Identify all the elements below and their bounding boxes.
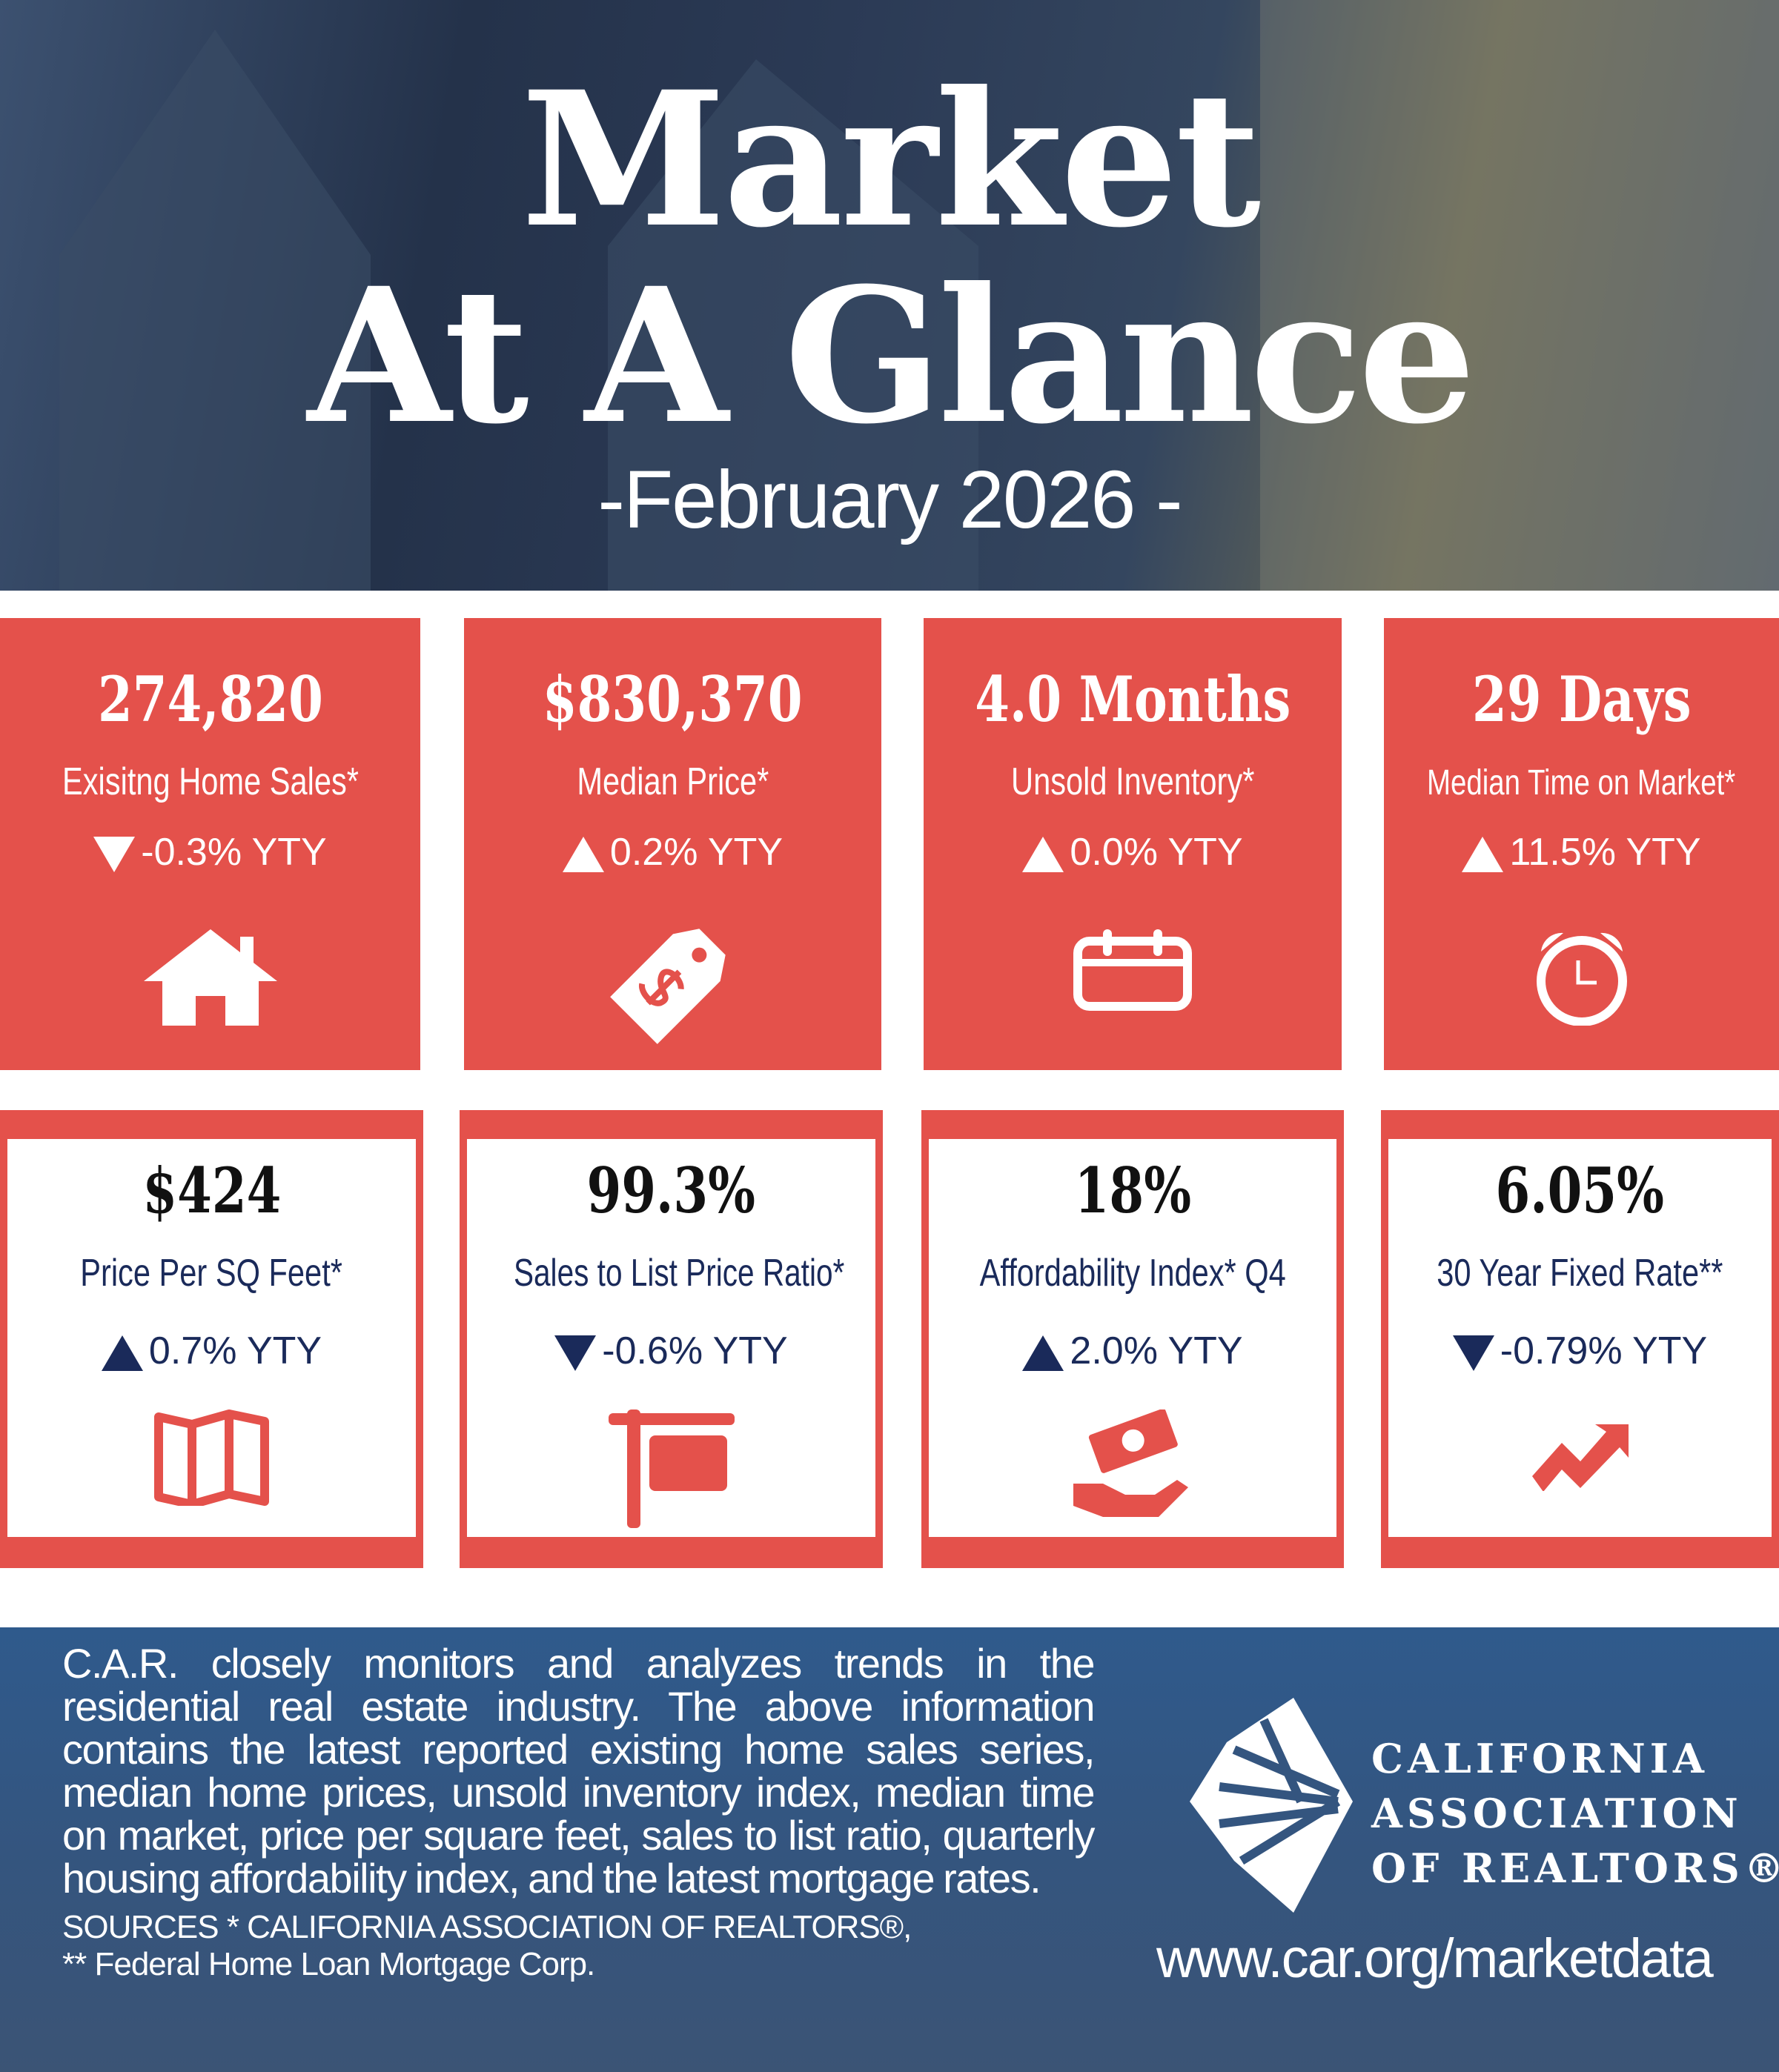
change-text: -0.6% YTY: [602, 1329, 788, 1372]
footer-text-column: C.A.R. closely monitors and analyzes tre…: [62, 1640, 1096, 1983]
stat-value: $424: [142, 1154, 282, 1227]
stat-card-price-per-sqft: $424 Price Per SQ Feet* 0.7% YTY: [0, 1110, 423, 1568]
org-line-2: ASSOCIATION: [1371, 1790, 1743, 1837]
calendar-icon: [1073, 929, 1192, 1011]
sources-line-1: SOURCES * CALIFORNIA ASSOCIATION OF REAL…: [62, 1909, 912, 1945]
report-date: -February 2026 -: [597, 454, 1182, 545]
stat-change: 11.5% YTY: [1384, 829, 1779, 875]
title-market: Market: [520, 50, 1261, 268]
stat-card-fixed-rate: 6.05% 30 Year Fixed Rate** -0.79% YTY: [1381, 1110, 1779, 1568]
stat-value: 4.0 Months: [974, 663, 1291, 736]
down-arrow-icon: [554, 1335, 597, 1372]
change-text: 0.7% YTY: [148, 1329, 322, 1372]
map-icon: [153, 1409, 269, 1506]
change-text: 2.0% YTY: [1070, 1329, 1243, 1372]
change-text: 0.2% YTY: [609, 831, 784, 874]
stat-change: 2.0% YTY: [929, 1328, 1336, 1374]
stat-card-home-sales: 274,820 Exisitng Home Sales* -0.3% YTY: [0, 618, 420, 1070]
stat-label: Unsold Inventory*: [1010, 760, 1255, 803]
up-arrow-icon: [1022, 1335, 1064, 1372]
stat-label: Sales to List Price Ratio*: [513, 1252, 845, 1295]
footer: C.A.R. closely monitors and analyzes tre…: [0, 1627, 1779, 2072]
stat-card-median-price: $830,370 Median Price* 0.2% YTY: [464, 618, 881, 1070]
stat-value: 6.05%: [1495, 1154, 1665, 1227]
stat-label: Median Price*: [577, 760, 769, 803]
market-data-link[interactable]: www.car.org/marketdata: [1156, 1927, 1714, 1989]
stat-value: $830,370: [543, 663, 803, 736]
stat-label: Price Per SQ Feet*: [80, 1252, 343, 1295]
up-arrow-icon: [101, 1335, 143, 1372]
sign-post-icon: [608, 1409, 735, 1528]
stat-card-unsold-inventory: 4.0 Months Unsold Inventory* 0.0% YTY: [924, 618, 1342, 1070]
stat-card-affordability: 18% Affordability Index* Q4 2.0% YTY: [921, 1110, 1344, 1568]
stat-change: -0.79% YTY: [1388, 1328, 1772, 1374]
stat-label: Median Time on Market*: [1427, 763, 1736, 803]
stat-card-sales-to-list: 99.3% Sales to List Price Ratio* -0.6% Y…: [460, 1110, 883, 1568]
sources: SOURCES * CALIFORNIA ASSOCIATION OF REAL…: [62, 1909, 1094, 1983]
change-text: -0.3% YTY: [141, 831, 327, 874]
stat-label: 30 Year Fixed Rate**: [1437, 1252, 1723, 1295]
change-text: -0.79% YTY: [1500, 1329, 1708, 1372]
down-arrow-icon: [1452, 1335, 1494, 1372]
stat-value: 29 Days: [1471, 663, 1692, 736]
trend-arrow-icon: [1531, 1424, 1629, 1491]
change-text: 0.0% YTY: [1070, 831, 1243, 874]
background-tree: [1260, 0, 1779, 591]
up-arrow-icon: [1462, 837, 1504, 873]
stat-change: 0.0% YTY: [924, 829, 1342, 875]
change-text: 11.5% YTY: [1509, 831, 1701, 874]
stat-label: Exisitng Home Sales*: [62, 760, 359, 803]
stat-change: -0.3% YTY: [0, 829, 420, 875]
down-arrow-icon: [93, 837, 136, 873]
house-icon: [143, 929, 277, 1026]
stat-value: 274,820: [97, 663, 323, 736]
org-line-1: CALIFORNIA: [1371, 1735, 1709, 1782]
stat-change: -0.6% YTY: [467, 1328, 875, 1374]
org-name: CALIFORNIA ASSOCIATION OF REALTORS®: [1371, 1731, 1779, 1896]
footer-description: C.A.R. closely monitors and analyzes tre…: [62, 1640, 1096, 1902]
stat-change: 0.7% YTY: [7, 1328, 416, 1374]
up-arrow-icon: [562, 837, 604, 873]
alarm-clock-icon: [1536, 932, 1627, 1026]
car-logo-icon: [1190, 1698, 1353, 1913]
org-line-3: OF REALTORS®: [1371, 1844, 1779, 1892]
stat-label: Affordability Index* Q4: [979, 1252, 1286, 1295]
up-arrow-icon: [1022, 837, 1064, 873]
stat-change: 0.2% YTY: [464, 829, 881, 875]
price-tag-icon: [609, 929, 726, 1044]
hero-banner: Market At A Glance -February 2026 -: [0, 0, 1779, 591]
stat-value: 18%: [1074, 1154, 1191, 1227]
money-hand-icon: [1073, 1409, 1188, 1517]
stat-card-time-on-market: 29 Days Median Time on Market* 11.5% YTY: [1384, 618, 1779, 1070]
sources-line-2: ** Federal Home Loan Mortgage Corp.: [62, 1946, 595, 1982]
title-at-a-glance: At A Glance: [307, 247, 1477, 465]
stat-value: 99.3%: [586, 1154, 756, 1227]
